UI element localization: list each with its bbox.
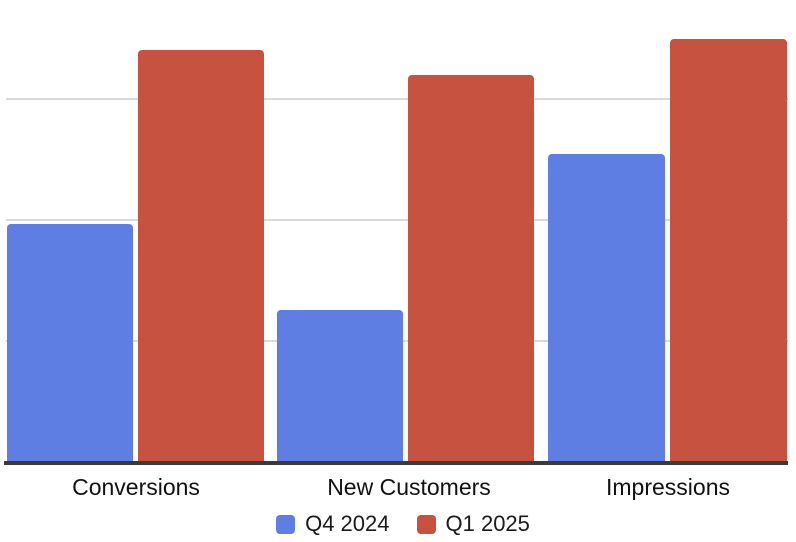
legend-item-q4-2024[interactable]: Q4 2024 — [276, 511, 390, 537]
legend-swatch-q4-2024 — [276, 514, 296, 534]
x-axis-line — [4, 461, 788, 465]
bar-q4-2024-new-customers[interactable] — [277, 310, 403, 462]
legend-item-q1-2025[interactable]: Q1 2025 — [416, 511, 530, 537]
category-label-conversions: Conversions — [72, 474, 200, 500]
bar-q1-2025-impressions[interactable] — [670, 39, 787, 462]
bar-q1-2025-conversions[interactable] — [138, 50, 264, 462]
bar-q1-2025-new-customers[interactable] — [408, 75, 534, 462]
legend-label-q4-2024: Q4 2024 — [305, 511, 390, 536]
legend: Q4 2024 Q1 2025 — [0, 511, 796, 537]
legend-label-q1-2025: Q1 2025 — [445, 511, 530, 536]
bar-q4-2024-conversions[interactable] — [7, 224, 133, 462]
plot-area — [6, 39, 788, 462]
category-label-impressions: Impressions — [606, 474, 730, 500]
category-label-new-customers: New Customers — [327, 474, 491, 500]
gridline — [6, 98, 788, 101]
gridline — [6, 219, 788, 222]
bar-q4-2024-impressions[interactable] — [548, 154, 665, 462]
legend-swatch-q1-2025 — [416, 514, 436, 534]
